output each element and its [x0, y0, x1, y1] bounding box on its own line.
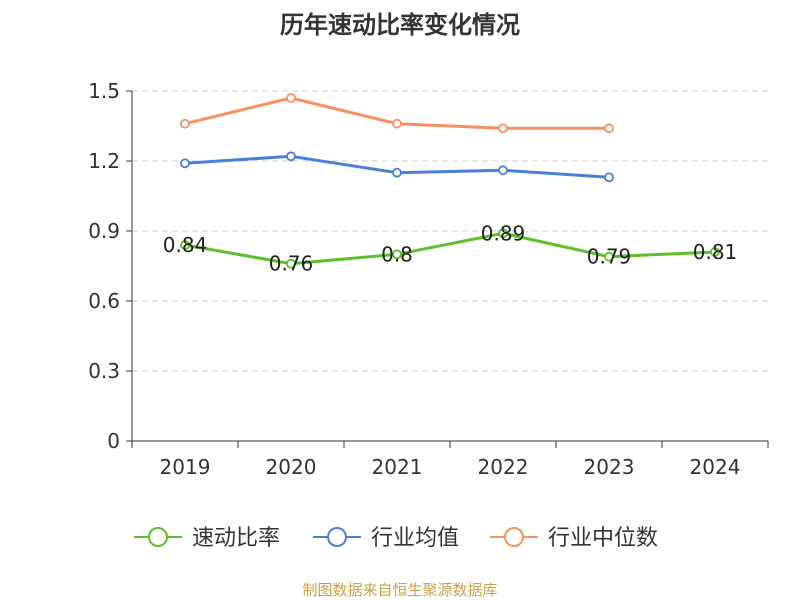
data-label: 0.84: [163, 233, 208, 257]
y-tick-label: 1.2: [88, 149, 120, 173]
x-tick-label: 2019: [160, 455, 211, 479]
x-tick-label: 2024: [690, 455, 741, 479]
source-text: 制图数据来自恒生聚源数据库: [302, 581, 497, 599]
data-label: 0.79: [587, 245, 632, 269]
chart-title: 历年速动比率变化情况: [280, 11, 520, 39]
data-point: [286, 258, 296, 269]
data-label: 0.76: [269, 252, 314, 276]
data-label-layer: 0.84 0.76 0.8 0.89 0.79 0.81: [163, 221, 738, 275]
legend-label-0: 速动比率: [192, 526, 280, 551]
data-point: [392, 167, 402, 178]
y-tick-label: 0.3: [88, 359, 120, 383]
axis-layer: 0 0.3 0.6 0.9 1.2 1.5 2019 2020 2021 2022 2023 2024: [88, 79, 769, 479]
data-point: [498, 228, 508, 239]
legend-label-1: 行业均值: [371, 526, 459, 551]
data-point: [180, 158, 190, 169]
y-tick-label: 0: [107, 429, 120, 453]
data-point: [498, 123, 508, 134]
legend-label-2: 行业中位数: [548, 526, 658, 551]
y-tick-label: 0.6: [88, 289, 120, 313]
legend-marker-1: [327, 527, 347, 547]
x-tick-label: 2023: [584, 455, 635, 479]
data-point: [392, 249, 402, 260]
grid-layer: [132, 90, 768, 372]
data-point: [286, 151, 296, 162]
data-label: 0.81: [693, 240, 738, 264]
data-point: [286, 93, 296, 103]
data-point: [604, 123, 614, 134]
data-point: [498, 165, 508, 176]
y-tick-label: 1.5: [88, 79, 120, 103]
data-label: 0.8: [381, 242, 413, 266]
data-label: 0.89: [481, 221, 526, 245]
x-tick-label: 2022: [478, 455, 529, 479]
data-point: [604, 172, 614, 183]
y-tick-label: 0.9: [88, 219, 120, 243]
legend-marker-0: [148, 527, 168, 547]
data-point: [604, 251, 614, 262]
series-layer: [180, 93, 720, 269]
data-point: [180, 240, 190, 250]
x-tick-label: 2021: [372, 455, 423, 479]
legend-marker-2: [504, 527, 524, 547]
legend: 速动比率 行业均值 行业中位数: [134, 526, 658, 551]
series-line-0: [184, 231, 716, 266]
data-point: [180, 118, 190, 129]
data-point: [710, 247, 720, 257]
data-point: [392, 118, 402, 129]
x-tick-label: 2020: [266, 455, 317, 479]
